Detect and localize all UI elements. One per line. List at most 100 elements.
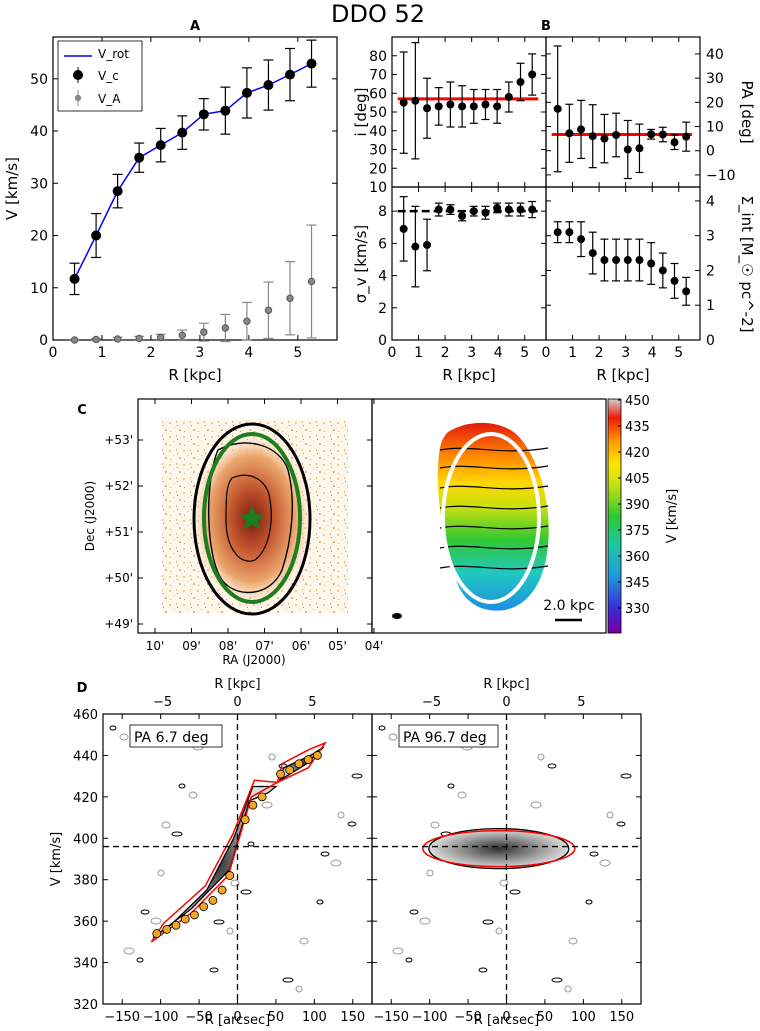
kinematic-ellipse-white	[441, 432, 541, 604]
panel-b-i-ylabel: i [deg]	[352, 88, 370, 137]
position-angle-point	[623, 145, 632, 154]
x-tick-label: 50	[537, 1010, 554, 1025]
position-angle-point	[635, 144, 644, 153]
noise-contour	[499, 879, 509, 887]
beam-icon	[392, 613, 402, 619]
legend-va-swatch	[74, 94, 82, 102]
noise-contour	[171, 831, 183, 837]
vc-point	[69, 273, 80, 284]
noise-contour	[316, 899, 324, 905]
x-tick-label: 1	[98, 345, 107, 361]
va-point	[70, 336, 79, 344]
top-x-axis-label: R [kpc]	[214, 677, 260, 692]
ra-axis-label: RA (J2000)	[222, 653, 285, 667]
rotation-curve-point	[171, 920, 181, 930]
noise-contour	[599, 859, 611, 867]
inclination-point	[458, 102, 467, 111]
inclination-point	[399, 98, 408, 107]
colorbar-tick-label: 420	[625, 446, 650, 461]
y-tick-label: 460	[73, 708, 98, 723]
dec-tick-label: +52'	[104, 479, 133, 493]
rotation-curve-point	[190, 910, 199, 920]
vc-point	[155, 140, 166, 151]
dispersion-point	[481, 208, 490, 217]
figure-title: DDO 52	[331, 0, 425, 28]
x-tick-label: 150	[340, 1010, 365, 1025]
x-tick-label: 3	[467, 345, 476, 361]
noise-contour	[119, 733, 129, 741]
position-angle-point	[565, 129, 574, 138]
y-tick-label: 10	[30, 281, 48, 297]
x-tick-label: −50	[454, 1010, 481, 1025]
vc-point	[91, 230, 102, 241]
y-tick-label: 3	[706, 229, 715, 245]
x-tick-label: −150	[373, 1010, 409, 1025]
x-tick-label: 5	[520, 345, 529, 361]
va-point	[178, 331, 186, 339]
x-axis-label: R [arcsec]	[205, 1013, 270, 1028]
model-contour	[422, 829, 576, 868]
dec-tick-label: +51'	[104, 525, 133, 539]
colorbar-tick-label: 360	[625, 550, 650, 565]
noise-contour	[282, 977, 294, 983]
y-tick-label: 2	[378, 301, 387, 317]
position-angle-point	[670, 138, 679, 147]
y-tick-label: 4	[378, 269, 387, 285]
noise-contour	[347, 821, 357, 827]
vc-point	[284, 69, 295, 80]
inclination-point	[434, 102, 443, 111]
ra-tick-label: 07'	[255, 639, 274, 653]
noise-contour	[330, 859, 342, 867]
va-point	[92, 335, 100, 344]
x-tick-label: 150	[609, 1010, 634, 1025]
panel-b-sigma-ylabel: σ_v [km/s]	[352, 225, 371, 304]
panel-d-label: D	[77, 681, 88, 696]
model-contour-tip	[276, 741, 328, 784]
inclination-point	[528, 70, 537, 79]
noise-contour	[388, 733, 398, 741]
noise-contour	[482, 919, 494, 925]
y-tick-label: 4	[706, 194, 715, 210]
dispersion-point	[504, 205, 513, 214]
va-point	[243, 317, 251, 325]
noise-contour	[337, 811, 345, 819]
y-tick-label: 20	[369, 161, 387, 177]
position-angle-point	[553, 104, 562, 113]
y-tick-label: 10	[369, 180, 387, 196]
colorbar-tick-label: 390	[625, 498, 650, 513]
dec-tick-label: +53'	[104, 433, 133, 447]
noise-contour	[509, 889, 521, 895]
noise-contour	[136, 957, 144, 963]
hi-contour-outer	[192, 422, 312, 616]
noise-contour	[161, 821, 171, 829]
y-tick-label: 30	[706, 71, 724, 87]
velocity-field-map	[437, 422, 549, 611]
inclination-point	[446, 100, 455, 109]
vc-point	[198, 109, 209, 120]
y-tick-label: 0	[39, 333, 48, 349]
inclination-point	[423, 104, 432, 113]
x-tick-label: −100	[143, 1010, 179, 1025]
y-tick-label: 0	[378, 333, 387, 349]
y-tick-label: 6	[378, 236, 387, 252]
y-tick-label: 0	[706, 144, 715, 160]
x-tick-label: 50	[268, 1010, 285, 1025]
y-tick-label: 380	[73, 874, 98, 889]
model-contour	[150, 779, 280, 943]
x-tick-label: 100	[571, 1010, 596, 1025]
rotation-curve-point	[225, 871, 235, 880]
noise-contour	[447, 783, 455, 789]
top-x-tick-label: −5	[422, 695, 441, 710]
vc-point	[263, 80, 274, 91]
noise-contour	[230, 879, 240, 887]
surface-density-point	[612, 256, 621, 265]
noise-contour	[589, 851, 599, 857]
noise-contour	[606, 811, 614, 819]
vc-point	[177, 127, 188, 138]
noise-contour	[547, 763, 557, 769]
surface-density-point	[647, 259, 656, 268]
inclination-point	[493, 102, 502, 111]
dispersion-point	[399, 224, 408, 233]
noise-contour	[409, 909, 419, 915]
inclination-point	[469, 102, 478, 111]
